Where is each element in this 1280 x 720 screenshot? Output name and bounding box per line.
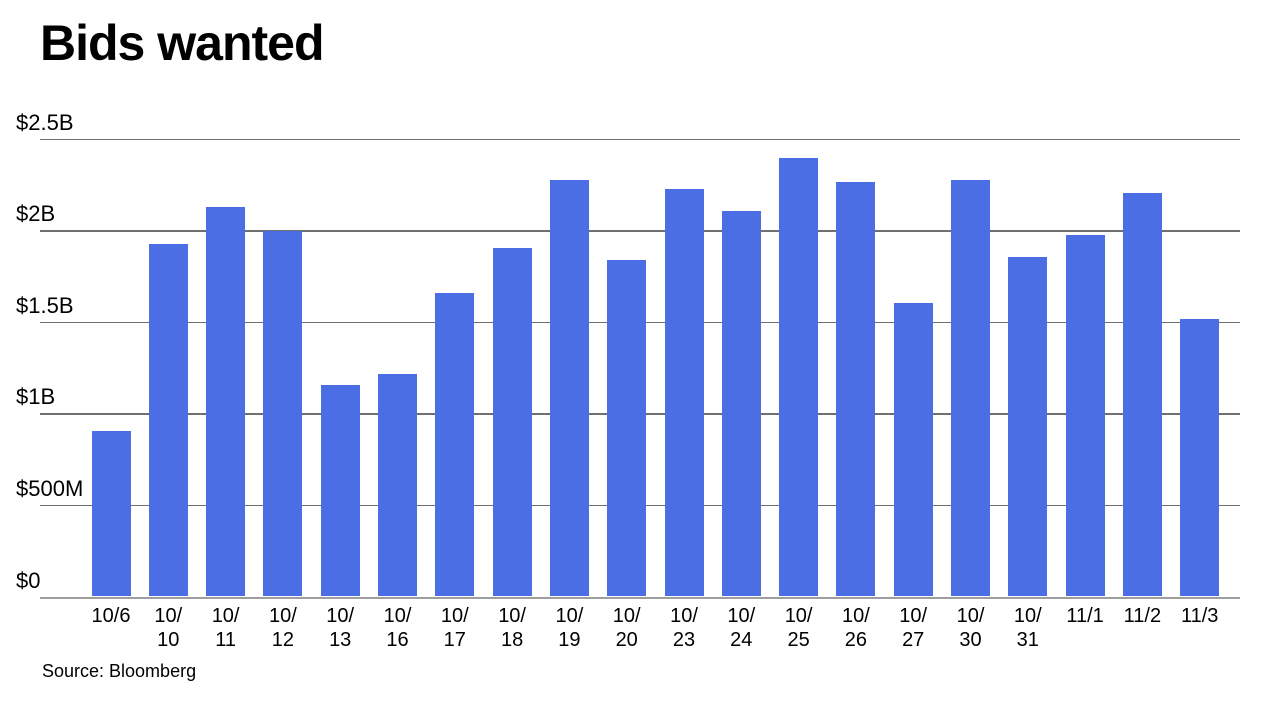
bar-10-27: [893, 302, 933, 597]
bar-10-16: [378, 373, 417, 597]
y-tick-label: $2.5B: [16, 109, 74, 135]
x-tick-label: 10/19: [555, 605, 584, 651]
bar-11-2: [1122, 192, 1162, 597]
bar-11-1: [1065, 234, 1105, 597]
bar-11-3: [1180, 319, 1220, 597]
chart-title: Bids wanted: [40, 15, 324, 71]
y-tick-label: $1.5B: [16, 292, 74, 318]
x-tick-label: 10/30: [956, 605, 985, 651]
bar-10-30: [951, 179, 990, 597]
bar-10-20: [607, 260, 647, 597]
bar-10-17: [435, 293, 475, 597]
gridline: [40, 230, 1240, 232]
bar-10-25: [779, 157, 819, 597]
x-tick-label: 10/31: [1013, 605, 1042, 651]
x-tick-label: 10/27: [899, 605, 928, 651]
bar-10-18: [492, 247, 532, 597]
x-tick-label: 10/10: [154, 605, 183, 651]
x-tick-label: 11/1: [1066, 605, 1104, 627]
source-attribution: Source: Bloomberg: [42, 661, 197, 681]
bar-10-13: [320, 384, 360, 597]
bar-10-11: [206, 207, 246, 597]
x-tick-label: 11/2: [1123, 605, 1162, 627]
bar-10-23: [664, 188, 704, 597]
x-tick-label: 10/17: [440, 605, 469, 651]
gridline: [40, 138, 1240, 140]
x-tick-label: 10/20: [612, 605, 641, 651]
x-tick-label: 10/12: [268, 605, 297, 651]
x-tick-label: 10/26: [841, 605, 870, 651]
x-axis-baseline: [40, 596, 1240, 599]
y-tick-label: $0: [16, 567, 41, 593]
bar-10-19: [549, 179, 589, 597]
x-tick-label: 10/11: [211, 605, 240, 651]
x-tick-label: 10/24: [727, 605, 756, 651]
x-tick-label: 10/18: [498, 605, 526, 651]
x-tick-label: 11/3: [1180, 605, 1219, 627]
x-tick-label: 10/23: [670, 605, 698, 651]
x-tick-label: 10/16: [383, 605, 412, 651]
bar-10-12: [263, 231, 303, 597]
x-tick-label: 10/13: [326, 605, 355, 651]
y-tick-label: $2B: [16, 201, 56, 227]
x-tick-label: 10/25: [784, 605, 813, 651]
y-tick-label: $500M: [16, 475, 84, 501]
bar-10-24: [721, 210, 761, 597]
bar-10-26: [836, 181, 876, 597]
bar-10-6: [91, 430, 131, 597]
bar-10-31: [1008, 256, 1048, 597]
y-tick-label: $1B: [16, 384, 56, 410]
bar-10-10: [148, 243, 188, 597]
x-tick-label: 10/6: [91, 605, 131, 627]
